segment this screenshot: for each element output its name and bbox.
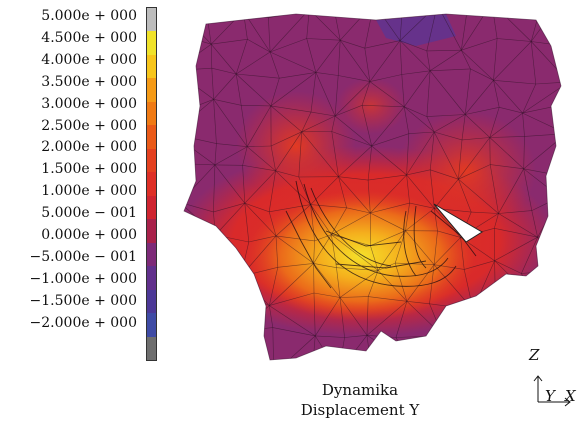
caption-title: Dynamika bbox=[321, 381, 399, 399]
displacement-mesh-plot bbox=[183, 13, 562, 361]
color-scale-swatch bbox=[147, 336, 156, 361]
axis-y-label: Y bbox=[545, 387, 555, 405]
color-scale-label: 1.000e + 000 bbox=[41, 183, 137, 200]
color-scale-label: −1.000e + 000 bbox=[29, 270, 137, 287]
caption-subtitle: Displacement Y bbox=[300, 401, 420, 419]
color-scale-bar bbox=[146, 7, 157, 361]
mesh-hot-core bbox=[246, 191, 476, 321]
mesh-groove-lines bbox=[285, 180, 477, 289]
color-scale-swatch bbox=[147, 148, 156, 173]
color-scale-swatch bbox=[147, 219, 156, 244]
color-scale-label: −2.000e + 000 bbox=[29, 314, 137, 331]
color-scale-swatch bbox=[147, 313, 156, 338]
color-scale-swatch bbox=[147, 172, 156, 197]
mesh-blue-patch bbox=[376, 14, 456, 46]
mesh-center-lobe bbox=[336, 78, 406, 134]
color-scale-swatch bbox=[147, 289, 156, 314]
color-scale-swatch bbox=[147, 8, 156, 32]
color-scale-label: 4.000e + 000 bbox=[41, 51, 137, 68]
color-scale-swatch bbox=[147, 195, 156, 220]
color-scale-swatch bbox=[147, 54, 156, 79]
color-scale-label: 1.500e + 000 bbox=[41, 161, 137, 178]
color-scale-label: 4.500e + 000 bbox=[41, 29, 137, 46]
color-scale-swatch bbox=[147, 266, 156, 291]
color-scale-swatch bbox=[147, 78, 156, 103]
white-arrow-marker bbox=[433, 203, 483, 243]
color-scale-label: 5.000e + 000 bbox=[41, 8, 137, 24]
color-scale-label: 3.500e + 000 bbox=[41, 73, 137, 90]
axis-z-label: Z bbox=[529, 346, 540, 364]
color-scale-label: 2.500e + 000 bbox=[41, 117, 137, 134]
color-scale-swatch bbox=[147, 31, 156, 56]
color-scale-swatch bbox=[147, 101, 156, 126]
mesh-left-lobe bbox=[236, 91, 356, 201]
color-scale-label: −1.500e + 000 bbox=[29, 292, 137, 309]
color-scale-swatch bbox=[147, 242, 156, 267]
color-scale-swatch bbox=[147, 125, 156, 150]
color-scale-label: −5.000e − 001 bbox=[29, 248, 137, 265]
color-scale-label: 5.000e − 001 bbox=[41, 205, 137, 222]
color-scale-label: 2.000e + 000 bbox=[41, 139, 137, 156]
mesh-right-lobe bbox=[396, 111, 536, 231]
color-scale-label: 0.000e + 000 bbox=[41, 227, 137, 243]
axis-triad bbox=[533, 375, 571, 407]
axis-x-label: X bbox=[565, 387, 576, 405]
color-scale-label: 3.000e + 000 bbox=[41, 95, 137, 112]
